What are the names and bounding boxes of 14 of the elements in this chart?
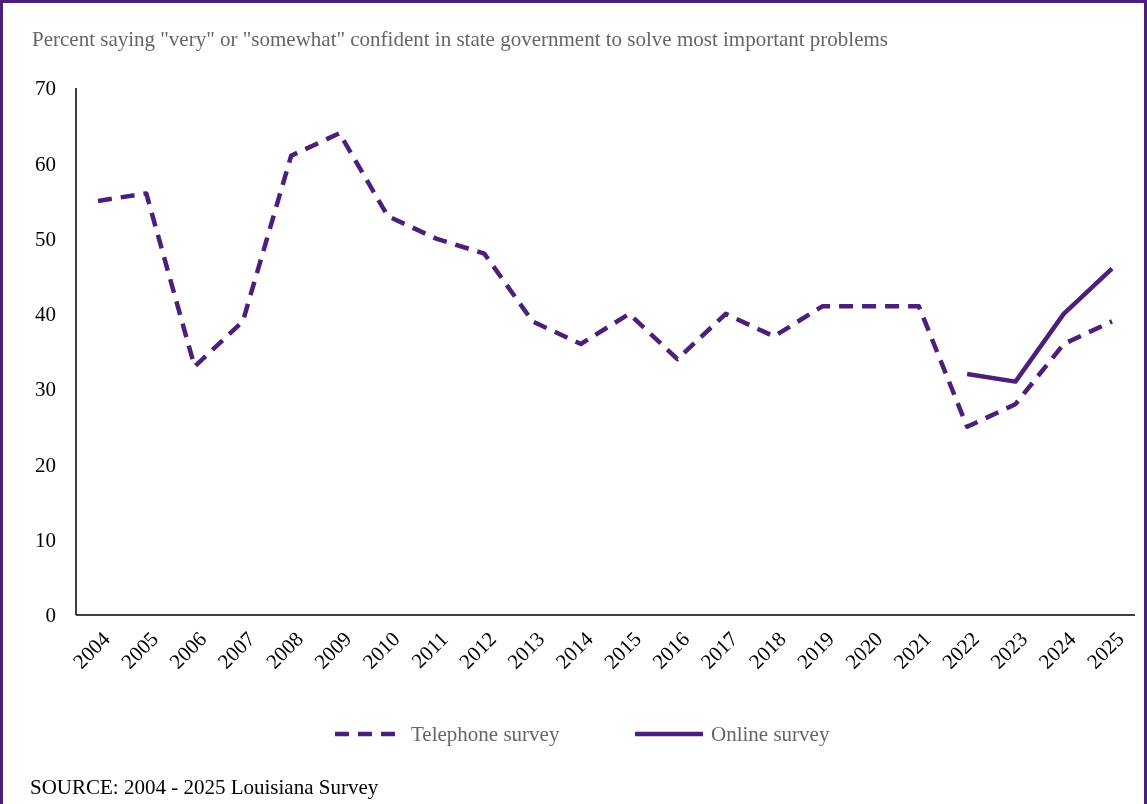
- y-tick-label: 30: [35, 377, 56, 402]
- y-tick-label: 40: [35, 302, 56, 327]
- y-tick-label: 70: [35, 76, 56, 101]
- y-tick-label: 60: [35, 151, 56, 176]
- line-series: [95, 130, 1115, 430]
- legend-label: Telephone survey: [411, 722, 560, 747]
- line-series: [964, 266, 1115, 384]
- y-tick-label: 50: [35, 226, 56, 251]
- source-note: SOURCE: 2004 - 2025 Louisiana Survey: [30, 775, 379, 799]
- y-tick-label: 0: [45, 603, 56, 628]
- y-tick-label: 20: [35, 452, 56, 477]
- y-tick-label: 10: [35, 528, 56, 553]
- chart-title: Percent saying "very" or "somewhat" confident in state government to solve most important problems: [32, 27, 889, 51]
- legend-label: Online survey: [711, 722, 830, 747]
